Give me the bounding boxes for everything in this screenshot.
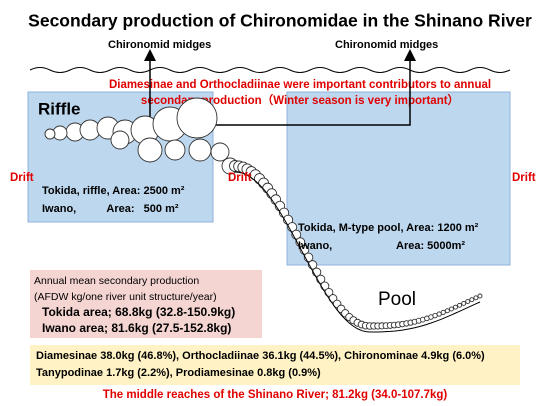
larva bbox=[465, 299, 471, 304]
water-surface bbox=[29, 67, 511, 73]
midges-left: Chironomid midges bbox=[108, 39, 211, 51]
larva bbox=[461, 300, 467, 306]
larva bbox=[469, 297, 475, 303]
annual-line: Tokida area; 68.8kg (32.8-150.9kg) bbox=[42, 305, 235, 319]
larva bbox=[440, 309, 446, 315]
larva bbox=[444, 308, 450, 314]
annual-line: Iwano area; 81.6kg (27.5-152.8kg) bbox=[42, 321, 231, 335]
drift-right: Drift bbox=[512, 172, 536, 184]
annual-line: Annual mean secondary production bbox=[34, 275, 199, 287]
riffle-line: Tokida, riffle, Area: 2500 m² bbox=[42, 185, 185, 197]
larva bbox=[473, 295, 479, 301]
taxa-box bbox=[30, 345, 520, 385]
taxa-line: Tanypodinae 1.7kg (2.2%), Prodiamesinae … bbox=[36, 367, 321, 379]
larva bbox=[137, 137, 163, 163]
riffle-label: Riffle bbox=[38, 99, 81, 118]
drift-middle: Drift bbox=[228, 172, 252, 184]
larva bbox=[448, 306, 454, 312]
larva bbox=[110, 130, 130, 150]
larva bbox=[477, 293, 483, 299]
larva bbox=[44, 128, 56, 140]
midges-right: Chironomid midges bbox=[335, 39, 438, 51]
pool-line: Tokida, M-type pool, Area: 1200 m² bbox=[298, 222, 479, 234]
pool-label: Pool bbox=[378, 289, 416, 310]
riffle-line: Iwano, Area: 500 m² bbox=[42, 203, 179, 215]
larva bbox=[436, 311, 442, 317]
pool-box bbox=[286, 91, 511, 266]
larva bbox=[188, 138, 212, 162]
annual-line: (AFDW kg/one river unit structure/year) bbox=[34, 291, 217, 303]
larva bbox=[176, 97, 218, 139]
title: Secondary production of Chironomidae in … bbox=[28, 11, 532, 31]
arrow bbox=[215, 49, 416, 126]
riverbed bbox=[234, 171, 481, 333]
larva bbox=[453, 304, 458, 310]
note-line: secondary production（Winter season is ve… bbox=[141, 93, 459, 107]
larva bbox=[210, 142, 230, 162]
drift-left: Drift bbox=[10, 172, 34, 184]
taxa-line: Diamesinae 38.0kg (46.8%), Orthocladiina… bbox=[36, 350, 485, 362]
larvae bbox=[44, 97, 483, 333]
pool-line: Iwano, Area: 5000m² bbox=[298, 240, 465, 252]
annual-box bbox=[30, 270, 262, 338]
larva bbox=[164, 139, 186, 161]
larva bbox=[457, 302, 463, 308]
footer: The middle reaches of the Shinano River;… bbox=[103, 389, 448, 401]
note-line: Diamesinae and Orthocladiinae were impor… bbox=[109, 79, 491, 91]
